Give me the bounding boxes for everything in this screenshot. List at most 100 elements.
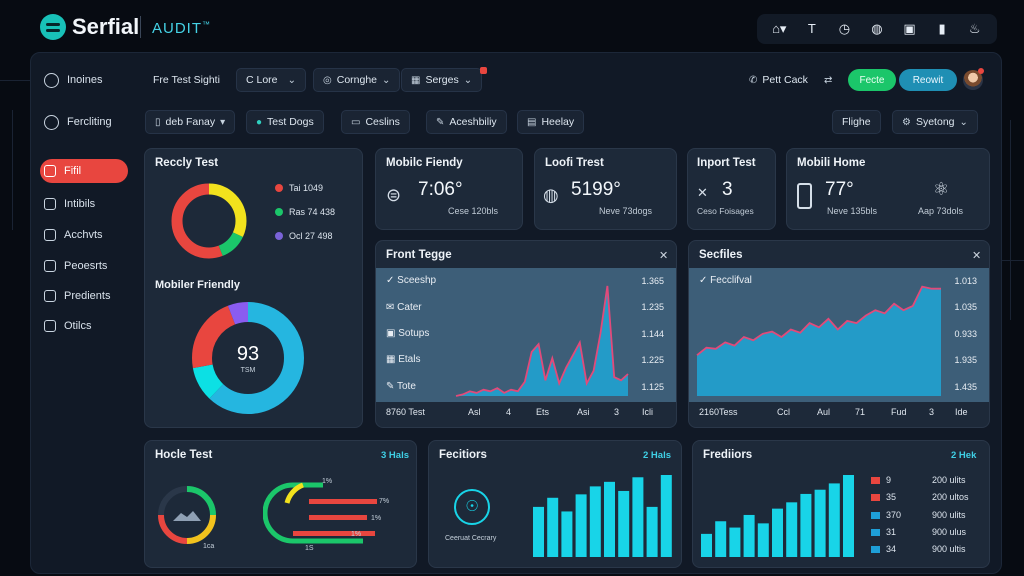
front-tegge-card: Front Tegge ✕ ✓ Sceeshp ✉ Cater ▣ Sotups… [375, 240, 677, 428]
sidebar-item-fercliting[interactable]: Fercliting [40, 110, 128, 134]
bar [646, 506, 658, 557]
stat-sub: Cese 120bls [448, 206, 499, 216]
axis-label: 8760 Test [386, 407, 425, 417]
reowit-button[interactable]: Reowit [899, 69, 957, 91]
circle-icon: ◎ [323, 74, 332, 86]
fecte-button[interactable]: Fecte [848, 69, 896, 91]
legend-item: 9 200 ulits [871, 475, 966, 485]
gauge-value: 93 [236, 343, 260, 365]
bar [772, 508, 783, 557]
flame-icon[interactable]: ♨ [968, 21, 981, 36]
box-icon[interactable]: ▣ [903, 21, 916, 36]
network-icon: ⚛ [933, 179, 950, 199]
check-icon: ✓ [386, 275, 398, 286]
bar [533, 506, 544, 557]
pen-icon: ✎ [436, 116, 445, 128]
menu-serges[interactable]: ▦ Serges ⌄ [401, 68, 483, 92]
chevron-down-icon: ⌄ [382, 74, 391, 86]
section-title: AUDIT™ [152, 20, 211, 37]
syetong-dropdown[interactable]: ⚙ Syetong ⌄ [892, 110, 978, 134]
axis-label: Icli [642, 407, 653, 417]
bar-label: 1% [322, 478, 333, 485]
clock-icon[interactable]: ◷ [838, 21, 851, 36]
chart-row-value: 1.035 [954, 302, 977, 312]
bottle-icon[interactable]: ▮ [938, 21, 946, 36]
brand-logo[interactable]: Serfial [40, 14, 139, 40]
card-link[interactable]: 2 Hek [951, 450, 977, 461]
sidebar-item-otilcs[interactable]: Otilcs [40, 314, 128, 338]
donut-slice [192, 302, 304, 414]
chart-row-label: ✓ Sceeshp [386, 275, 437, 286]
view-dropdown[interactable]: C Lore ⌄ [236, 68, 306, 92]
secfiles-area-chart [696, 285, 941, 396]
stat-value: 7:06° [418, 179, 463, 200]
page-title: Fre Test Sighti [153, 74, 220, 86]
close-icon[interactable]: ✕ [659, 250, 669, 262]
range-dropdown[interactable]: ▯ deb Fanay ▾ [145, 110, 236, 134]
tab-test-dogs[interactable]: ● Test Dogs [246, 110, 324, 134]
axis-label: Ets [536, 407, 550, 417]
menu-cornghe[interactable]: ◎ Cornghe ⌄ [313, 68, 401, 92]
card-title: Mobili Home [797, 157, 866, 169]
gauge-label: TSM [240, 367, 256, 374]
stat-value: 77° [825, 179, 854, 200]
bar [589, 486, 601, 557]
sidebar-item-fifil[interactable]: Fifil [40, 159, 128, 183]
series-line [455, 285, 629, 397]
bg-decoration [1002, 260, 1024, 261]
chevron-down-icon: ▾ [220, 116, 226, 128]
sidebar-item-inoines[interactable]: Inoines [40, 68, 128, 92]
bar [701, 533, 712, 557]
chevron-down-icon: ⌄ [959, 116, 968, 128]
tab-ceslins[interactable]: ▭ Ceslins [341, 110, 410, 134]
settings-icon [44, 114, 59, 130]
sidebar-item-intibils[interactable]: Intibils [40, 192, 128, 216]
type-icon[interactable]: T [807, 21, 816, 36]
top-icon-bar: ⌂▾ T ◷ ◍ ▣ ▮ ♨ [757, 14, 997, 44]
flighe-button[interactable]: Flighe [832, 110, 881, 134]
bg-decoration [1010, 120, 1011, 320]
bar [715, 521, 727, 557]
bar [729, 527, 741, 557]
legend-item: 34 900 ultis [871, 544, 966, 554]
home-icon[interactable]: ⌂▾ [772, 21, 787, 36]
sidebar-item-peoesrts[interactable]: Peoesrts [40, 254, 128, 278]
brand-icon [40, 14, 66, 40]
globe-icon[interactable]: ◍ [871, 21, 883, 36]
axis-label: 4 [506, 407, 512, 417]
fecitiors-bar-chart [533, 475, 672, 557]
chart-row-label: ▣ Sotups [386, 328, 430, 339]
tab-heelay[interactable]: ▤ Heelay [517, 110, 585, 134]
card-subtitle: Mobiler Friendly [155, 279, 240, 291]
grid-icon: ▦ [386, 354, 399, 365]
legend-dot [275, 208, 283, 216]
chart-row-value: 1.435 [954, 382, 977, 392]
fecitiors-card: Fecitiors 2 Hals ☉ Ceeruat Cecrary [428, 440, 682, 568]
pett-cack-link[interactable]: ✆ Pett Cack [749, 74, 808, 86]
legend-item: Tai 1049 [275, 183, 323, 193]
sidebar-item-predients[interactable]: Predients [40, 284, 128, 308]
legend-dot [275, 232, 283, 240]
sidebar-item-acchvts[interactable]: Acchvts [40, 223, 128, 247]
phone-icon: ✆ [749, 74, 758, 86]
share-icon[interactable]: ⇄ [824, 74, 833, 86]
chart-row-value: 1.144 [641, 329, 664, 339]
legend-swatch [871, 476, 880, 484]
tab-aceshbiliy[interactable]: ✎ Aceshbiliy [426, 110, 507, 134]
chart-row-label: ✎ Tote [386, 381, 416, 392]
stat-sub: Neve 73dogs [599, 206, 653, 216]
gauge-label: 1ca [203, 543, 215, 550]
legend-swatch [871, 545, 880, 553]
brand-name: Serfial [72, 14, 140, 39]
axis-label: 2160Tess [699, 407, 738, 417]
circle-icon: ● [256, 116, 263, 128]
avatar[interactable] [963, 70, 983, 90]
user-circle-icon: ☉ [454, 489, 490, 525]
card-link[interactable]: 2 Hals [643, 450, 671, 461]
mobile-friendly-card: Mobilc Fiendy ⊜ 7:06° Cese 120bls [375, 148, 523, 230]
close-icon[interactable]: ✕ [972, 250, 982, 262]
card-link[interactable]: 3 Hals [381, 450, 409, 461]
chart-row-label: ▦ Etals [386, 354, 421, 365]
card-title: Hocle Test [155, 449, 213, 461]
sidebar: Inoines Fercliting Fifil Intibils Acchvt… [34, 58, 132, 570]
